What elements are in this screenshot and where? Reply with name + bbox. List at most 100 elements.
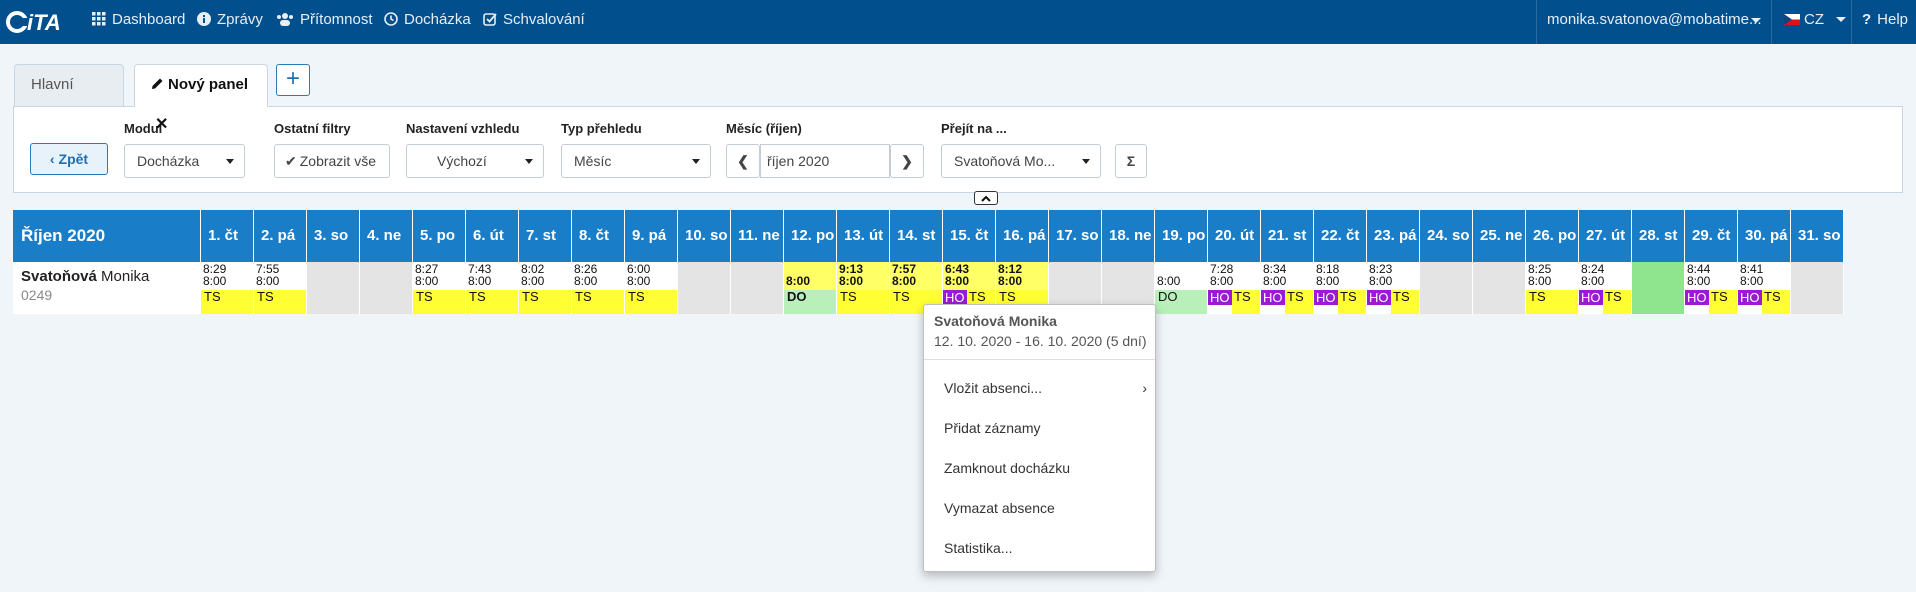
nav-dochazka[interactable]: Docházka — [384, 0, 471, 44]
chevron-right-icon: › — [1142, 380, 1147, 396]
module-label: Modul — [124, 121, 163, 136]
day-header[interactable]: 20. út — [1208, 210, 1261, 262]
planned-time: 8:00 — [574, 274, 598, 288]
tab-novy-panel[interactable]: Nový panel ✕ — [134, 64, 268, 133]
absence-badge: TS — [1391, 290, 1419, 314]
caret-down-icon — [692, 159, 700, 164]
day-header[interactable]: 2. pá — [254, 210, 307, 262]
day-header[interactable]: 25. ne — [1473, 210, 1526, 262]
add-tab-button[interactable]: + — [276, 64, 310, 96]
nav-zpravy[interactable]: Zprávy — [197, 0, 263, 44]
language-menu[interactable]: CZ — [1772, 0, 1852, 44]
day-cell[interactable] — [678, 262, 731, 314]
day-header[interactable]: 8. čt — [572, 210, 625, 262]
day-cell[interactable]: 7:43 8:00 TS — [466, 262, 519, 314]
show-all-button[interactable]: ✔ Zobrazit vše — [274, 144, 390, 178]
menu-item-label: Vymazat absence — [944, 500, 1055, 516]
day-header[interactable]: 14. st — [890, 210, 943, 262]
day-cell[interactable]: 8:44 8:00 HO TS — [1685, 262, 1738, 314]
planned-time: 8:00 — [468, 274, 492, 288]
day-header[interactable]: 13. út — [837, 210, 890, 262]
menu-item-lock-attendance[interactable]: Zamknout docházku — [924, 453, 1155, 483]
day-header[interactable]: 15. čt — [943, 210, 996, 262]
day-cell[interactable]: 9:13 8:00 TS — [837, 262, 890, 314]
sum-button[interactable]: Σ — [1115, 144, 1147, 178]
day-cell[interactable] — [1420, 262, 1473, 314]
close-icon[interactable]: ✕ — [155, 116, 169, 133]
collapse-panel-button[interactable] — [974, 191, 998, 205]
goto-select[interactable]: Svatoňová Mo... — [941, 144, 1101, 178]
day-cell[interactable] — [307, 262, 360, 314]
day-header[interactable]: 28. st — [1632, 210, 1685, 262]
user-menu[interactable]: monika.svatonova@mobatime... — [1536, 0, 1772, 44]
day-header[interactable]: 23. pá — [1367, 210, 1420, 262]
menu-item-statistics[interactable]: Statistika... — [924, 533, 1155, 563]
day-cell[interactable]: 8:41 8:00 HO TS — [1738, 262, 1791, 314]
day-header[interactable]: 11. ne — [731, 210, 784, 262]
day-header[interactable]: 4. ne — [360, 210, 413, 262]
worked-time: 8:27 — [415, 262, 439, 276]
day-header[interactable]: 9. pá — [625, 210, 678, 262]
view-type-select[interactable]: Měsíc — [561, 144, 711, 178]
month-input[interactable]: říjen 2020 — [760, 144, 890, 178]
day-header[interactable]: 22. čt — [1314, 210, 1367, 262]
menu-item-clear-absence[interactable]: Vymazat absence — [924, 493, 1155, 523]
day-cell[interactable] — [1791, 262, 1844, 314]
back-button[interactable]: ‹ Zpět — [30, 143, 108, 175]
day-header[interactable]: 1. čt — [201, 210, 254, 262]
day-header[interactable]: 5. po — [413, 210, 466, 262]
day-cell[interactable]: 8:24 8:00 HO TS — [1579, 262, 1632, 314]
day-cell[interactable]: 8:34 8:00 HO TS — [1261, 262, 1314, 314]
next-month-button[interactable]: ❯ — [890, 144, 924, 178]
day-cell[interactable]: 6:00 8:00 TS — [625, 262, 678, 314]
day-header[interactable]: 26. po — [1526, 210, 1579, 262]
prev-month-button[interactable]: ❮ — [726, 144, 760, 178]
user-email: monika.svatonova@mobatime... — [1547, 11, 1762, 28]
tab-hlavni-panel[interactable]: Hlavní panel — [14, 64, 124, 133]
day-header[interactable]: 17. so — [1049, 210, 1102, 262]
absence-badge: TS — [519, 290, 571, 314]
day-header[interactable]: 29. čt — [1685, 210, 1738, 262]
appearance-select[interactable]: Výchozí — [406, 144, 544, 178]
day-header[interactable]: 16. pá — [996, 210, 1049, 262]
day-header[interactable]: 31. so — [1791, 210, 1844, 262]
day-cell[interactable]: 8:00 DO — [1155, 262, 1208, 314]
day-header[interactable]: 18. ne — [1102, 210, 1155, 262]
day-cell[interactable]: 7:55 8:00 TS — [254, 262, 307, 314]
day-cell[interactable]: 8:29 8:00 TS — [201, 262, 254, 314]
day-cell[interactable] — [360, 262, 413, 314]
day-cell[interactable] — [1473, 262, 1526, 314]
day-header[interactable]: 24. so — [1420, 210, 1473, 262]
day-cell[interactable]: 7:28 8:00 HO TS — [1208, 262, 1261, 314]
menu-item-add-records[interactable]: Přidat záznamy — [924, 413, 1155, 443]
day-cell[interactable]: 8:23 8:00 HO TS — [1367, 262, 1420, 314]
nav-schvalovani[interactable]: Schvalování — [483, 0, 585, 44]
day-cell[interactable] — [731, 262, 784, 314]
day-header[interactable]: 12. po — [784, 210, 837, 262]
day-cell[interactable]: 8:27 8:00 TS — [413, 262, 466, 314]
cita-logo[interactable]: iTA — [6, 7, 74, 37]
menu-item-label: Statistika... — [944, 540, 1013, 556]
day-header[interactable]: 27. út — [1579, 210, 1632, 262]
nav-pritomnost[interactable]: Přítomnost — [276, 0, 373, 44]
day-header[interactable]: 6. út — [466, 210, 519, 262]
day-cell[interactable]: 8:25 8:00 TS — [1526, 262, 1579, 314]
menu-item-label: Zamknout docházku — [944, 460, 1071, 476]
day-cell[interactable]: 8:18 8:00 HO TS — [1314, 262, 1367, 314]
planned-time: 8:00 — [1210, 274, 1234, 288]
day-header[interactable]: 19. po — [1155, 210, 1208, 262]
day-cell[interactable]: 8:26 8:00 TS — [572, 262, 625, 314]
menu-item-insert-absence[interactable]: Vložit absenci... › — [924, 373, 1155, 403]
module-select[interactable]: Docházka — [124, 144, 245, 178]
day-cell[interactable]: 8:00 DO — [784, 262, 837, 314]
day-header[interactable]: 7. st — [519, 210, 572, 262]
employee-cell[interactable]: Svatoňová Monika 0249 — [13, 262, 201, 314]
day-header[interactable]: 30. pá — [1738, 210, 1791, 262]
day-cell[interactable]: 8:02 8:00 TS — [519, 262, 572, 314]
day-header[interactable]: 3. so — [307, 210, 360, 262]
help-link[interactable]: ? Help — [1862, 0, 1908, 44]
day-cell[interactable] — [1632, 262, 1685, 314]
day-header[interactable]: 21. st — [1261, 210, 1314, 262]
day-header[interactable]: 10. so — [678, 210, 731, 262]
nav-dashboard[interactable]: Dashboard — [92, 0, 185, 44]
